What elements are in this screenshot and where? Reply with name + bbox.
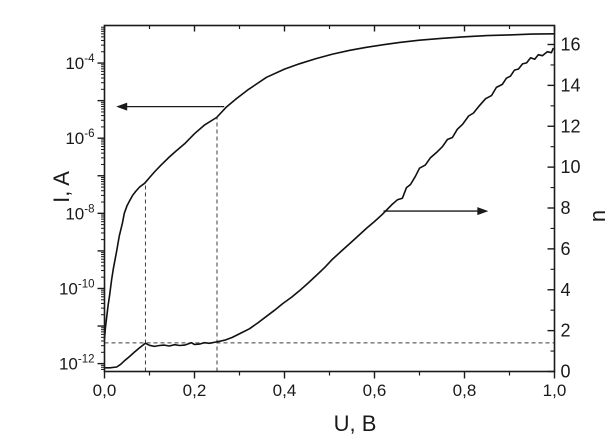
arrow-to-right-axis-icon bbox=[383, 207, 489, 216]
ideality-factor-curve bbox=[103, 47, 554, 369]
left-axis-ticks: 10-4 10-6 10-8 10-10 10-12 bbox=[59, 26, 105, 374]
svg-text:14: 14 bbox=[561, 75, 581, 95]
svg-text:10-4: 10-4 bbox=[65, 53, 95, 73]
svg-text:0,6: 0,6 bbox=[363, 381, 387, 400]
svg-text:8: 8 bbox=[561, 198, 571, 218]
svg-text:2: 2 bbox=[561, 321, 571, 341]
svg-text:0,8: 0,8 bbox=[453, 381, 477, 400]
right-axis-ticks: 0 2 4 6 8 10 12 14 16 bbox=[547, 35, 581, 382]
svg-text:0,4: 0,4 bbox=[273, 381, 297, 400]
svg-text:6: 6 bbox=[561, 239, 571, 259]
plot-frame bbox=[103, 24, 556, 373]
svg-text:12: 12 bbox=[561, 116, 581, 136]
right-axis-title: n bbox=[585, 209, 610, 223]
svg-text:10-12: 10-12 bbox=[59, 354, 95, 374]
svg-text:1,0: 1,0 bbox=[543, 381, 567, 400]
svg-text:0: 0 bbox=[561, 362, 571, 382]
dashed-guide-lines bbox=[104, 117, 555, 372]
x-axis-title: U, B bbox=[333, 411, 377, 436]
annotation-arrows bbox=[116, 102, 489, 216]
svg-text:16: 16 bbox=[561, 35, 581, 55]
current-voltage-curve bbox=[103, 32, 556, 341]
svg-text:4: 4 bbox=[561, 280, 571, 300]
svg-text:10-6: 10-6 bbox=[65, 128, 94, 148]
svg-text:10-10: 10-10 bbox=[59, 278, 95, 298]
x-axis-ticks: 0,0 0,2 0,4 0,6 0,8 1,0 bbox=[93, 25, 567, 400]
svg-text:0,0: 0,0 bbox=[93, 381, 117, 400]
arrow-to-left-axis-icon bbox=[116, 102, 225, 111]
svg-text:10-8: 10-8 bbox=[65, 203, 94, 223]
svg-text:0,2: 0,2 bbox=[183, 381, 207, 400]
left-axis-title: I, A bbox=[49, 171, 74, 203]
svg-text:10: 10 bbox=[561, 157, 581, 177]
